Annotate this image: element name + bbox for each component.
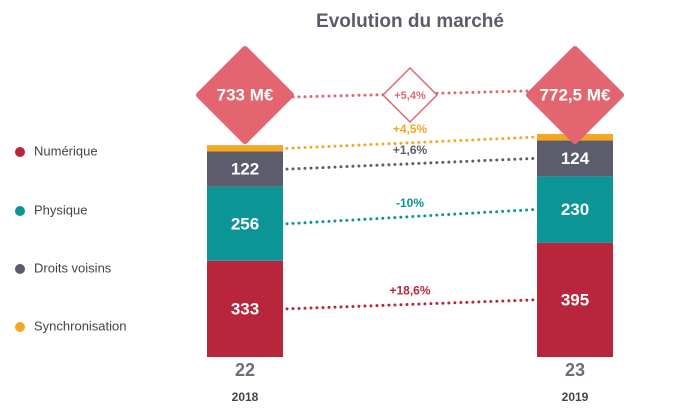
connector <box>285 208 535 226</box>
value-label: 124 <box>561 149 590 168</box>
change-label: +1,6% <box>393 143 428 157</box>
bar-segment <box>537 176 613 243</box>
legend-marker <box>15 322 25 332</box>
change-label: +18,6% <box>389 284 430 298</box>
total-diamond <box>526 46 624 144</box>
legend-label: Numérique <box>34 143 98 158</box>
total-change-label: +5,4% <box>394 90 426 102</box>
legend-marker <box>15 206 25 216</box>
bar-segment <box>207 145 283 152</box>
chart-title: Evolution du marché <box>316 11 504 32</box>
value-label: 23 <box>565 360 585 380</box>
connector <box>285 156 535 171</box>
legend-label: Physique <box>34 202 87 217</box>
value-label: 395 <box>561 290 589 309</box>
bar-segment <box>207 151 283 187</box>
value-label: 230 <box>561 200 589 219</box>
legend-marker <box>15 147 25 157</box>
bar-segment <box>207 260 283 357</box>
connector <box>285 298 535 311</box>
legend-marker <box>15 264 25 274</box>
value-label: 333 <box>231 299 259 318</box>
value-label: 256 <box>231 214 259 233</box>
total-diamond <box>196 46 294 144</box>
legend-label: Droits voisins <box>34 260 112 275</box>
total-label: 772,5 M€ <box>540 85 611 104</box>
x-tick-label: 2018 <box>232 390 259 404</box>
x-tick-label: 2019 <box>562 390 589 404</box>
value-label: 122 <box>231 160 259 179</box>
connector <box>285 135 535 150</box>
change-diamond <box>381 66 439 124</box>
change-label: -10% <box>396 196 424 210</box>
bar-segment <box>537 242 613 357</box>
value-label: 22 <box>235 360 255 380</box>
bar-segment <box>537 140 613 177</box>
legend-label: Synchronisation <box>34 318 127 333</box>
bar-segment <box>207 186 283 261</box>
total-label: 733 M€ <box>217 85 274 104</box>
change-label: +4,5% <box>393 122 428 136</box>
